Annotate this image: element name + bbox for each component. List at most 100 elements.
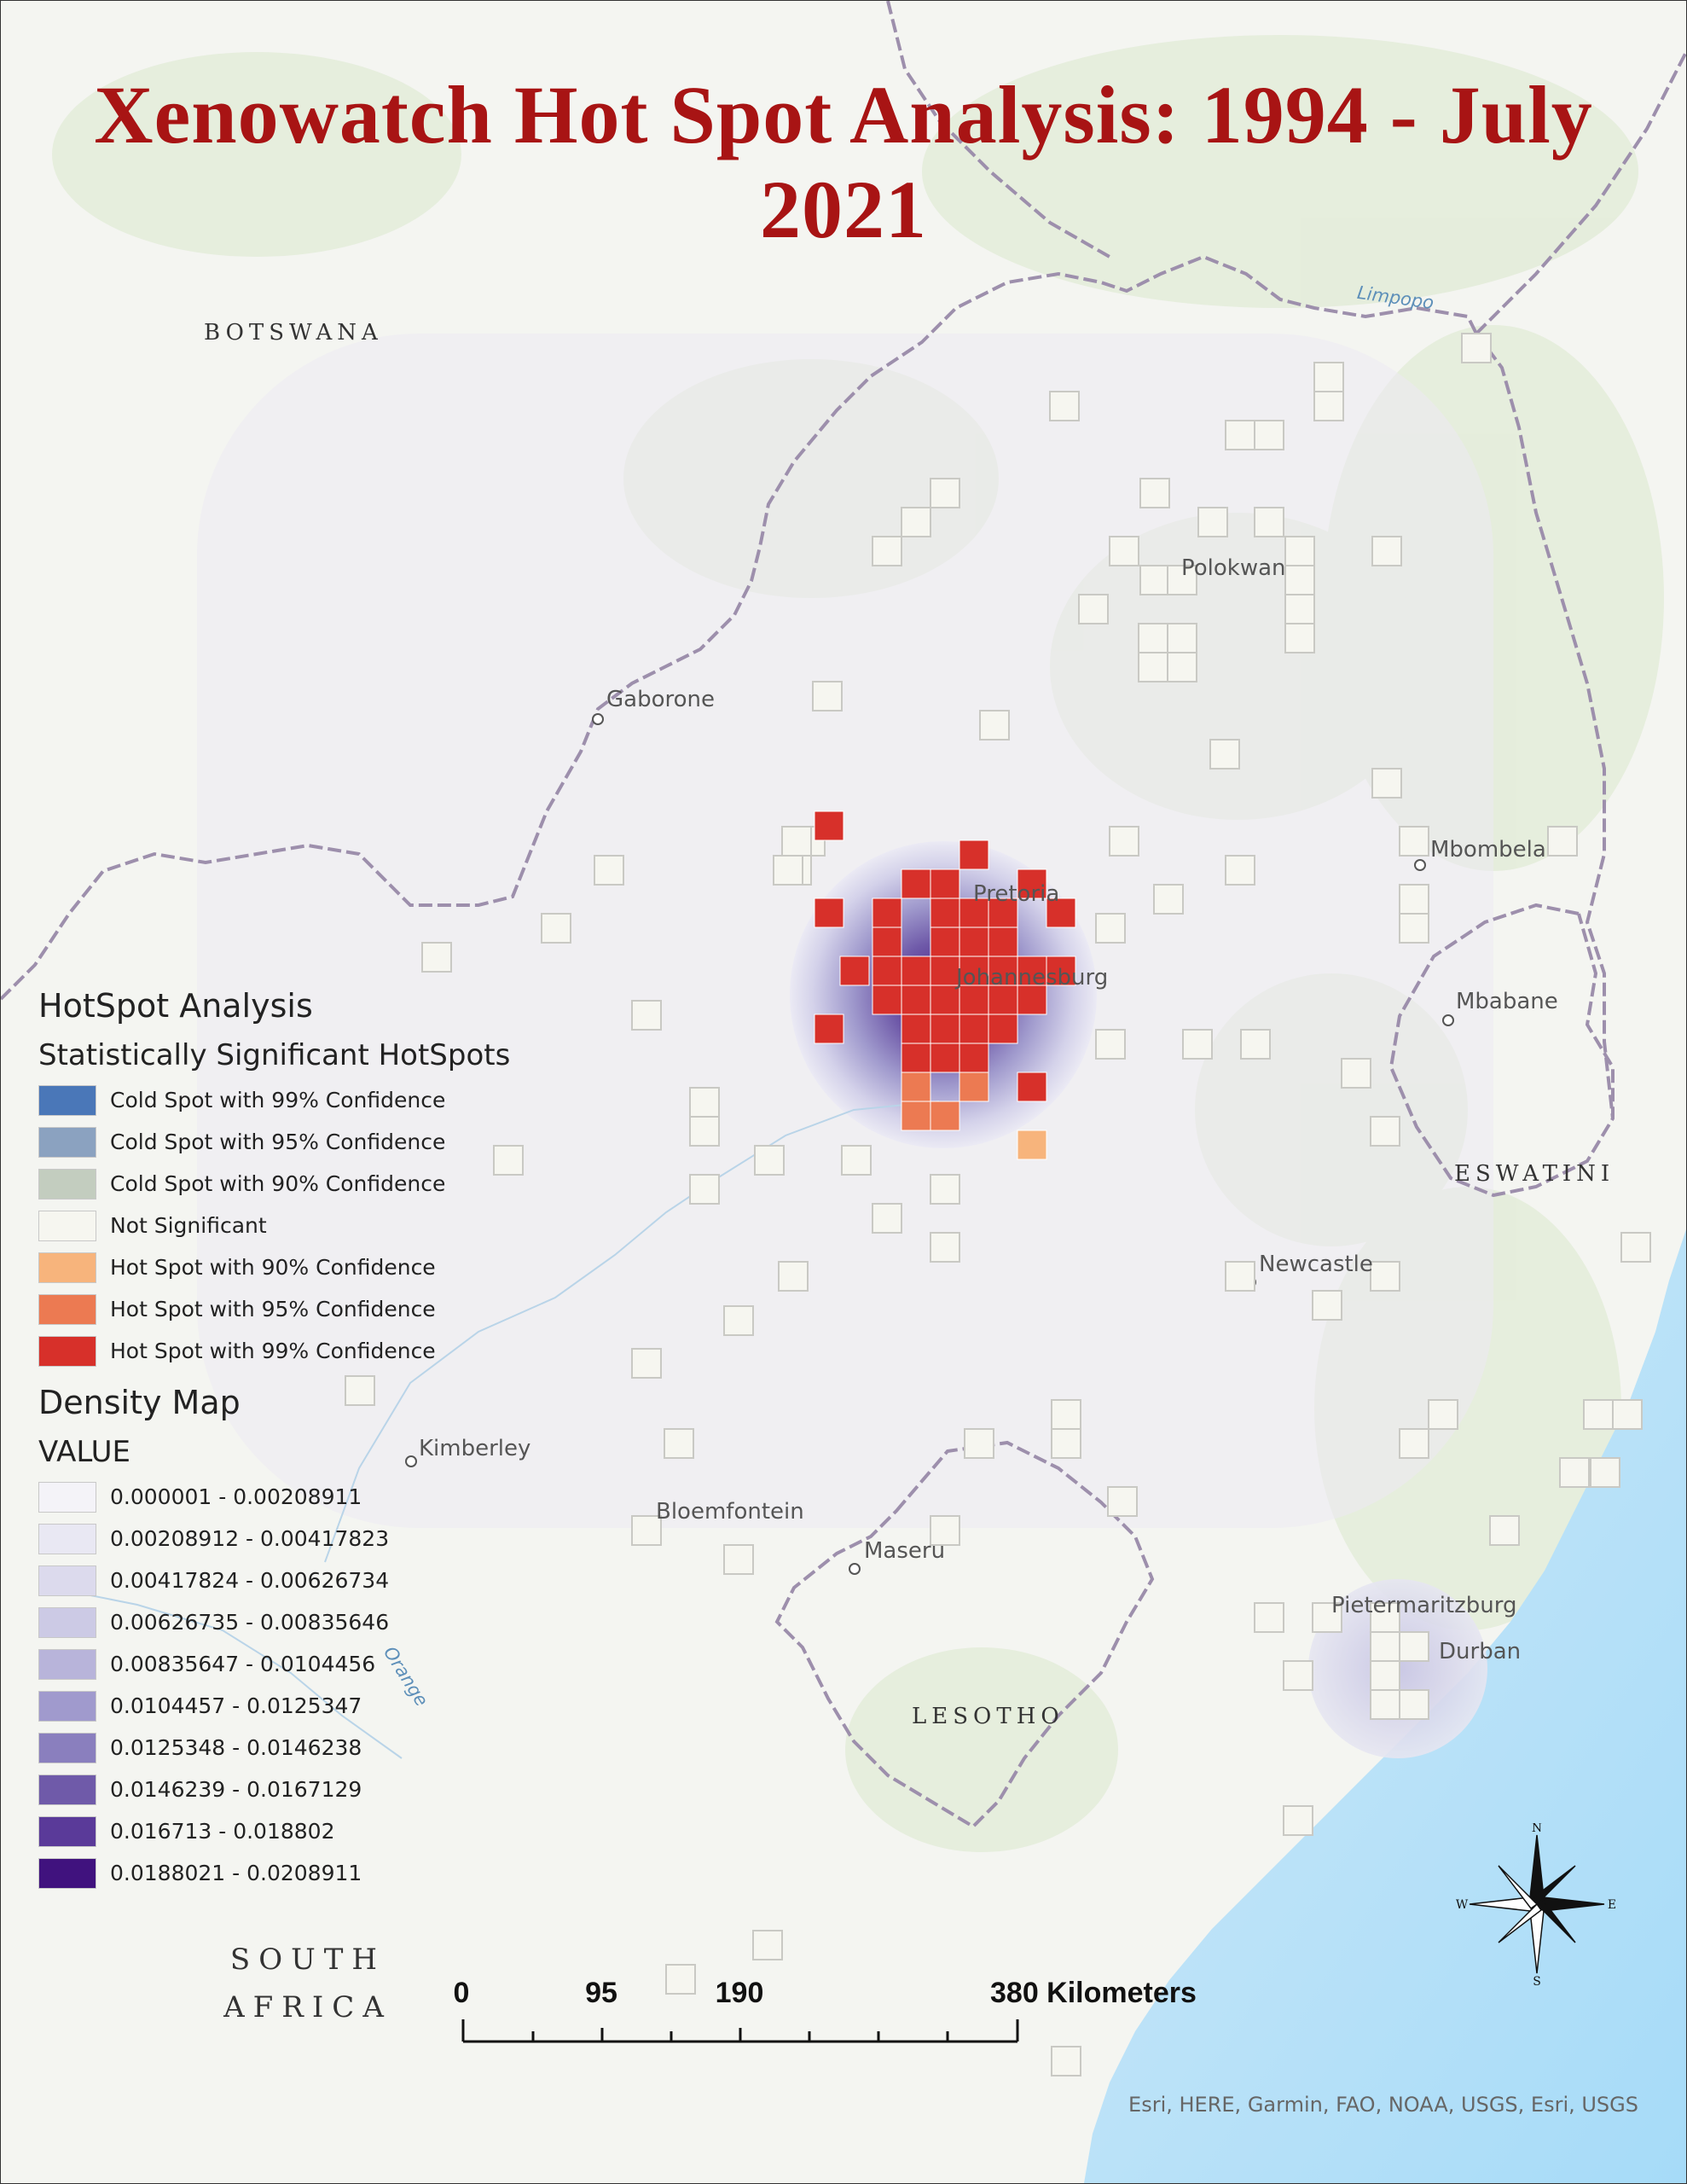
hotspot-legend-label: Cold Spot with 95% Confidence [110, 1130, 446, 1154]
grid-cell [1461, 333, 1492, 363]
grid-cell [778, 1261, 809, 1292]
grid-cell [1046, 956, 1076, 986]
hotspot-legend-label: Hot Spot with 95% Confidence [110, 1297, 436, 1321]
grid-cell [1370, 1689, 1400, 1720]
hotspot-legend-swatch [38, 1126, 96, 1158]
grid-cell [959, 1072, 989, 1102]
grid-cell [812, 681, 843, 712]
density-legend-label: 0.00835647 - 0.0104456 [110, 1652, 376, 1676]
map-legend: HotSpot Analysis Statistically Significa… [38, 980, 584, 1894]
north-arrow-icon: N S E W [1456, 1821, 1618, 1989]
grid-cell [1284, 565, 1315, 595]
grid-cell [901, 1043, 931, 1073]
density-legend-swatch [38, 1815, 96, 1847]
hotspot-legend-row: Not Significant [38, 1205, 584, 1246]
grid-cell [689, 1116, 720, 1147]
grid-cell [1370, 1261, 1400, 1292]
grid-cell [1017, 1130, 1047, 1160]
grid-cell [1046, 897, 1076, 928]
grid-cell [665, 1964, 696, 1995]
grid-cell [1254, 507, 1284, 537]
grid-cell [1017, 868, 1047, 899]
grid-cell [988, 956, 1018, 986]
density-legend-label: 0.016713 - 0.018802 [110, 1819, 335, 1844]
grid-cell [1370, 1602, 1400, 1633]
density-legend-swatch [38, 1481, 96, 1513]
city-label-polokwane: Polokwan [1181, 555, 1286, 581]
density-legend-row: 0.00835647 - 0.0104456 [38, 1643, 584, 1685]
density-legend-row: 0.000001 - 0.00208911 [38, 1476, 584, 1518]
east-label: E [1608, 1898, 1616, 1912]
grid-cell [1284, 594, 1315, 624]
grid-cell [930, 1515, 960, 1546]
grid-cell [752, 1930, 783, 1960]
grid-cell [814, 897, 844, 928]
legend-hotspot-subheading: Statistically Significant HotSpots [38, 1038, 511, 1072]
grid-cell [1167, 565, 1197, 595]
grid-cell [1428, 1399, 1458, 1430]
grid-cell [872, 926, 902, 957]
grid-cell [959, 897, 989, 928]
maseru-marker [849, 1563, 861, 1575]
density-legend-label: 0.0146239 - 0.0167129 [110, 1777, 362, 1802]
city-label-kimberley: Kimberley [419, 1436, 531, 1461]
density-legend-swatch [38, 1606, 96, 1638]
hotspot-legend-swatch [38, 1252, 96, 1283]
grid-cell [872, 1203, 902, 1234]
mbombela-marker [1414, 859, 1426, 871]
grid-cell [930, 1101, 960, 1131]
grid-cell [1399, 1689, 1429, 1720]
hotspot-legend-label: Not Significant [110, 1213, 267, 1238]
grid-cell [1583, 1399, 1614, 1430]
grid-cell [594, 855, 624, 886]
density-legend-row: 0.0188021 - 0.0208911 [38, 1852, 584, 1894]
density-legend-row: 0.00208912 - 0.00417823 [38, 1518, 584, 1560]
density-legend-label: 0.00417824 - 0.00626734 [110, 1568, 390, 1593]
city-label-newcastle: Newcastle [1259, 1252, 1373, 1277]
hotspot-grid-cells [345, 333, 1651, 2077]
grid-cell [1371, 536, 1402, 566]
grid-cell [1370, 1631, 1400, 1662]
city-label-pietermaritzburg: Pietermaritzburg [1331, 1593, 1517, 1618]
grid-cell [1312, 1602, 1342, 1633]
grid-cell [1209, 739, 1240, 770]
density-legend-swatch [38, 1690, 96, 1722]
grid-cell [1225, 420, 1255, 450]
grid-cell [1051, 2046, 1081, 2077]
grid-cell [1017, 985, 1047, 1015]
legend-hotspot-classes: Cold Spot with 99% Confidence Cold Spot w… [38, 1079, 584, 1372]
grid-cell [930, 985, 960, 1015]
grid-cell [872, 985, 902, 1015]
grid-cell [1371, 768, 1402, 799]
grid-cell [1109, 826, 1139, 857]
legend-density-heading: Density Map [38, 1384, 241, 1421]
grid-cell [631, 1348, 662, 1379]
hotspot-legend-label: Cold Spot with 90% Confidence [110, 1171, 446, 1196]
borders [1, 1, 1686, 1829]
hotspot-legend-label: Hot Spot with 90% Confidence [110, 1255, 436, 1280]
density-legend-swatch [38, 1732, 96, 1763]
scale-label-95: 95 [585, 1977, 617, 2009]
city-label-gaborone: Gaborone [606, 687, 715, 712]
hotspot-legend-swatch [38, 1168, 96, 1199]
grid-cell [1612, 1399, 1643, 1430]
grid-cell [930, 868, 960, 899]
grid-cell [1182, 1029, 1213, 1060]
country-label-lesotho: LESOTHO [912, 1704, 1064, 1729]
scale-bar-graphic [461, 2019, 1019, 2043]
density-legend-row: 0.0146239 - 0.0167129 [38, 1769, 584, 1810]
grid-cell [959, 1014, 989, 1044]
grid-cell [841, 1145, 872, 1176]
grid-cell [1399, 884, 1429, 915]
grid-cell [1341, 1058, 1371, 1089]
grid-cell [631, 1000, 662, 1031]
hotspot-legend-row: Cold Spot with 99% Confidence [38, 1079, 584, 1121]
city-label-johannesburg: Johannesburg [956, 965, 1109, 990]
density-legend-label: 0.0188021 - 0.0208911 [110, 1861, 362, 1885]
grid-cell [959, 985, 989, 1015]
grid-cell [1547, 826, 1578, 857]
grid-cell [872, 536, 902, 566]
grid-cell [754, 1145, 785, 1176]
grid-cell [1254, 1602, 1284, 1633]
